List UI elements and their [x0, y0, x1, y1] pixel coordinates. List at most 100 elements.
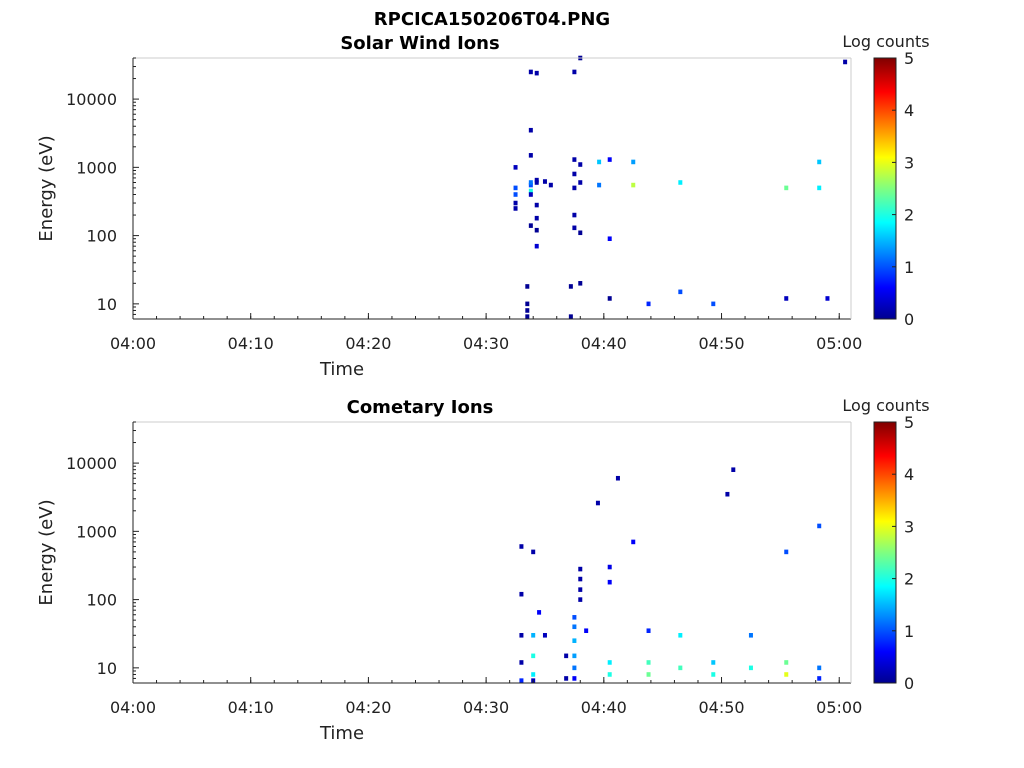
heatmap-cell: [748, 665, 753, 671]
heatmap-cell: [548, 182, 553, 188]
heatmap-cell: [784, 296, 789, 301]
x-axis-label: Time: [319, 723, 364, 744]
heatmap-cell: [528, 180, 533, 185]
heatmap-cell: [519, 660, 524, 665]
y-tick-label: 10: [97, 659, 117, 678]
heatmap-cell: [537, 610, 542, 615]
heatmap-cell: [646, 660, 651, 665]
heatmap-cell: [534, 215, 539, 221]
heatmap-cell: [528, 192, 533, 197]
heatmap-cell: [578, 162, 583, 167]
x-axis-label: Time: [319, 359, 364, 380]
heatmap-cell: [572, 676, 577, 681]
heatmap-cell: [711, 672, 716, 677]
heatmap-cell: [817, 185, 822, 191]
heatmap-cell: [572, 157, 577, 162]
heatmap-cell: [528, 223, 533, 228]
heatmap-cell: [572, 624, 577, 630]
heatmap-cell: [607, 579, 612, 585]
x-tick-label: 05:00: [816, 698, 862, 717]
heatmap-cell: [513, 165, 518, 170]
heatmap-cell: [513, 192, 518, 197]
heatmap-cell: [519, 678, 524, 683]
heatmap-cells: [519, 467, 822, 683]
heatmap-cell: [519, 633, 524, 638]
x-tick-label: 04:00: [110, 698, 156, 717]
heatmap-cell: [572, 225, 577, 231]
colorbar-tick-label: 3: [904, 517, 914, 536]
heatmap-cell: [578, 597, 583, 602]
heatmap-cell: [542, 179, 547, 184]
heatmap-cell: [525, 314, 530, 319]
heatmap-cell: [607, 660, 612, 665]
colorbar: [873, 57, 897, 320]
heatmap-cell: [631, 159, 636, 165]
colorbar-tick-label: 3: [904, 153, 914, 172]
heatmap-cell: [578, 230, 583, 236]
y-axis-label: Energy (eV): [36, 135, 57, 241]
heatmap-cell: [531, 549, 536, 555]
heatmap-cell: [817, 523, 822, 529]
heatmap-cell: [564, 676, 569, 681]
x-tick-label: 04:40: [581, 334, 627, 353]
heatmap-cell: [607, 236, 612, 242]
y-axis-label: Energy (eV): [36, 499, 57, 605]
x-tick-label: 04:10: [228, 334, 274, 353]
heatmap-cell: [646, 301, 651, 307]
heatmap-cell: [568, 314, 573, 319]
heatmap-cell: [534, 243, 539, 249]
heatmap-cell: [678, 289, 683, 295]
colorbar-tick-label: 5: [904, 413, 914, 432]
x-tick-label: 04:20: [345, 334, 391, 353]
heatmap-cell: [678, 180, 683, 185]
heatmap-cell: [784, 185, 789, 191]
y-tick-label: 100: [86, 591, 117, 610]
x-tick-label: 04:00: [110, 334, 156, 353]
colorbar-label: Log counts: [842, 32, 929, 51]
heatmap-cells: [513, 55, 848, 319]
colorbar-tick-label: 5: [904, 49, 914, 68]
colorbar-tick-label: 0: [904, 310, 914, 329]
heatmap-cell: [531, 633, 536, 638]
heatmap-cell: [578, 576, 583, 582]
heatmap-cell: [572, 212, 577, 218]
colorbar-label: Log counts: [842, 396, 929, 415]
heatmap-cell: [519, 544, 524, 549]
heatmap-cell: [578, 587, 583, 592]
colorbar-tick-label: 1: [904, 622, 914, 641]
heatmap-cell: [528, 69, 533, 75]
y-tick-label: 1000: [76, 158, 117, 177]
heatmap-cell: [525, 301, 530, 307]
colorbar-tick-label: 4: [904, 101, 914, 120]
heatmap-cell: [531, 653, 536, 659]
heatmap-cell: [711, 301, 716, 307]
heatmap-cell: [528, 153, 533, 158]
heatmap-cell: [817, 159, 822, 165]
heatmap-cell: [534, 180, 539, 185]
heatmap-cell: [607, 157, 612, 162]
heatmap-cell: [513, 200, 518, 206]
y-tick-label: 1000: [76, 522, 117, 541]
heatmap-cell: [748, 633, 753, 638]
heatmap-cell: [572, 653, 577, 659]
heatmap-cell: [525, 284, 530, 289]
colorbar: [873, 421, 897, 684]
panel-title: Cometary Ions: [347, 397, 494, 418]
heatmap-cell: [646, 672, 651, 677]
heatmap-cell: [615, 475, 620, 481]
x-tick-label: 04:50: [698, 698, 744, 717]
x-tick-label: 04:30: [463, 334, 509, 353]
colorbar-tick-label: 1: [904, 258, 914, 277]
heatmap-cell: [817, 676, 822, 681]
y-tick-label: 100: [86, 227, 117, 246]
heatmap-cell: [534, 202, 539, 208]
heatmap-cell: [731, 467, 736, 472]
x-tick-label: 04:10: [228, 698, 274, 717]
heatmap-cell: [572, 171, 577, 177]
heatmap-cell: [607, 672, 612, 677]
heatmap-cell: [578, 180, 583, 185]
y-tick-label: 10: [97, 295, 117, 314]
heatmap-cell: [784, 672, 789, 677]
heatmap-cell: [534, 227, 539, 233]
x-tick-label: 04:50: [698, 334, 744, 353]
